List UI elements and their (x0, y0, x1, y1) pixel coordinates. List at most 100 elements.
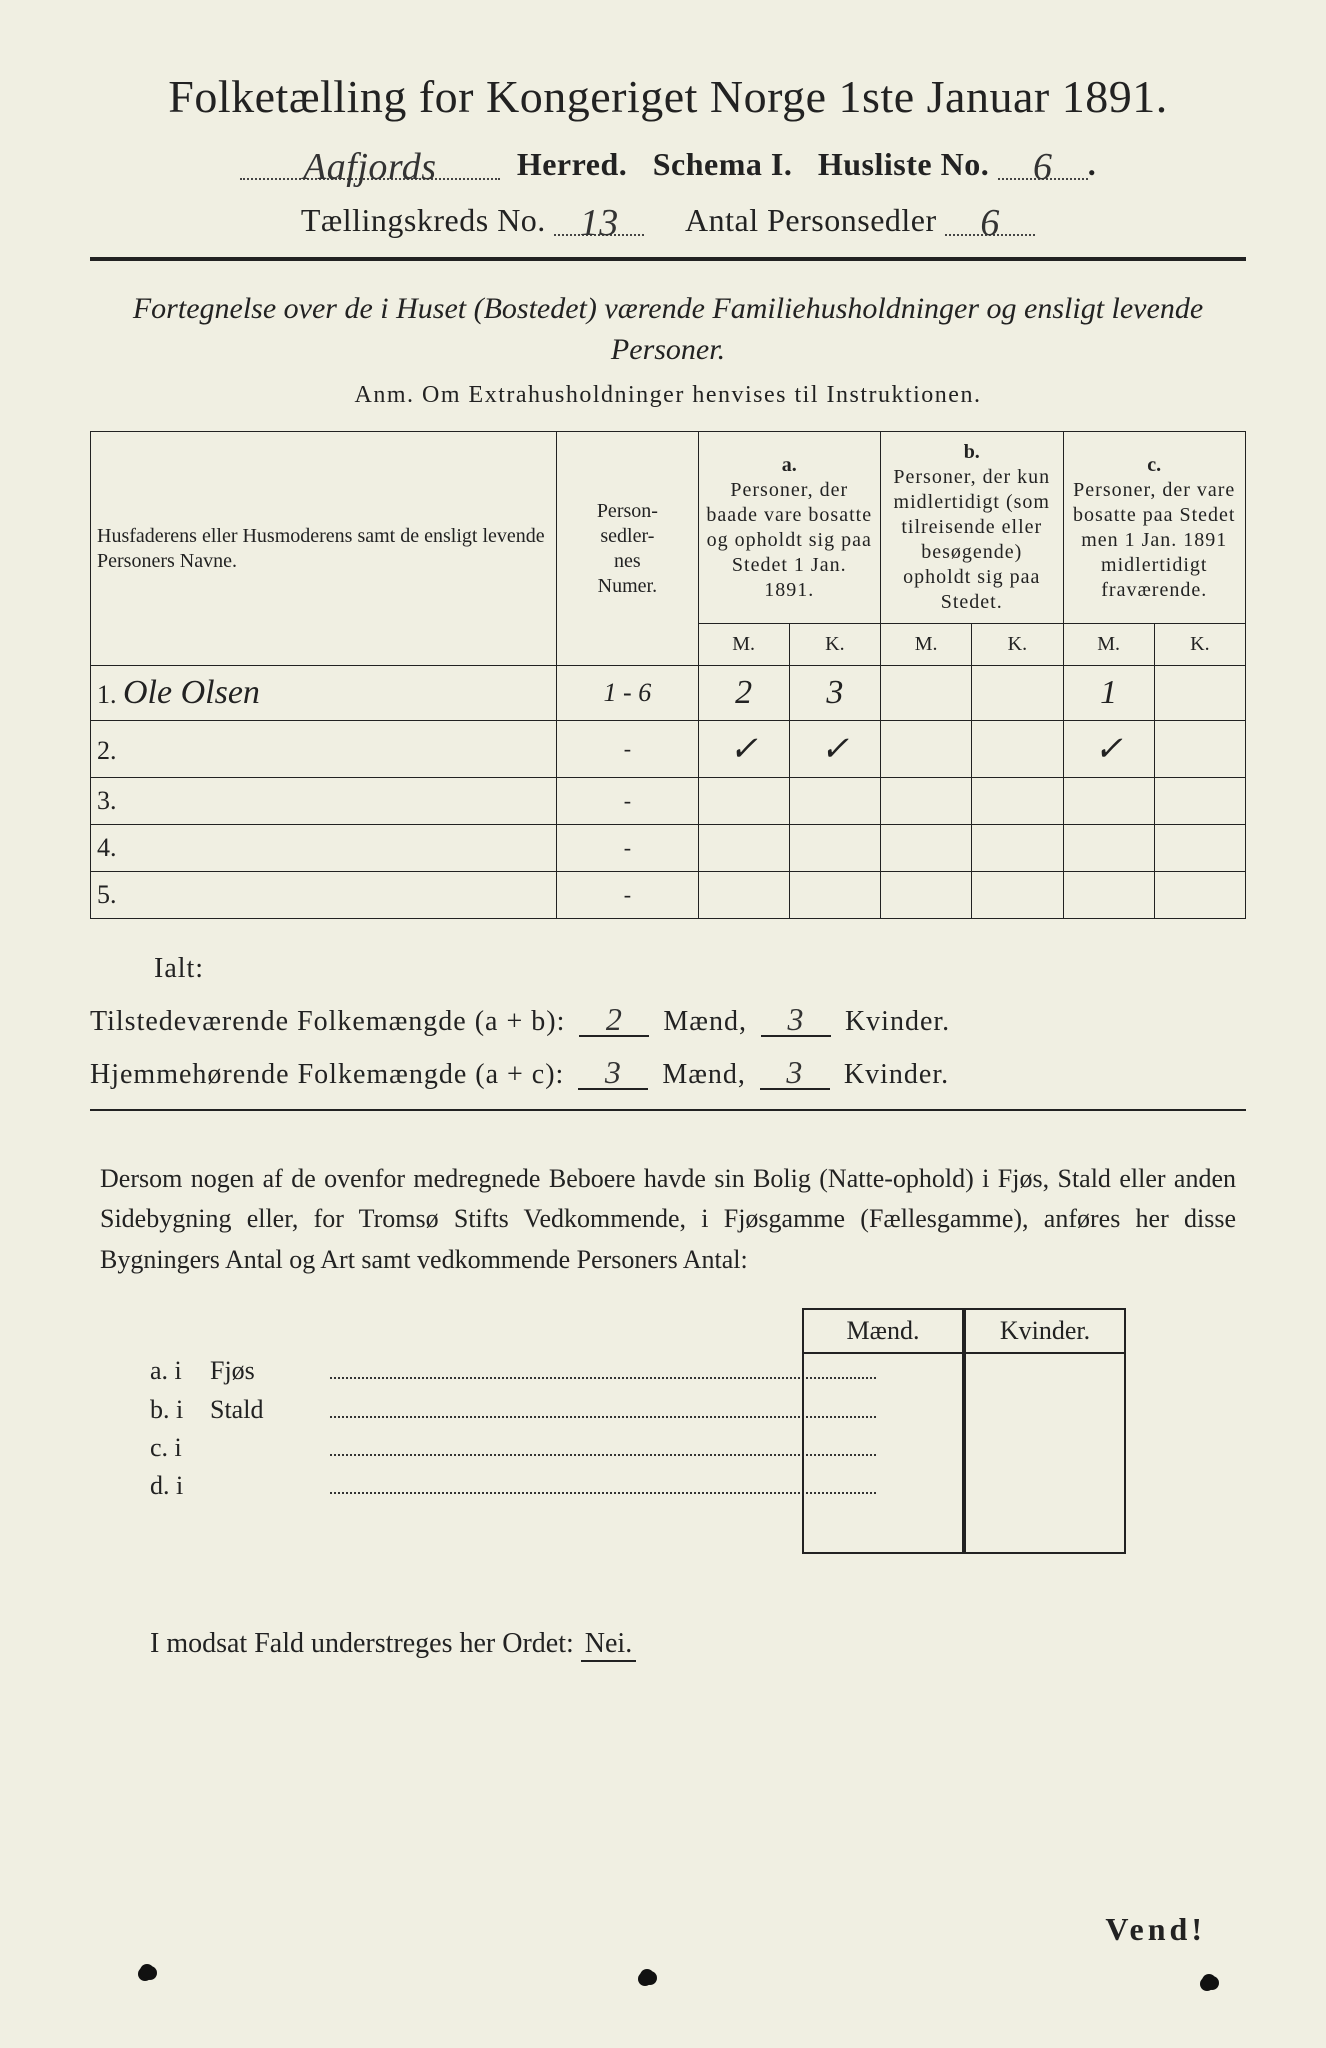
side-row: a. i Fjøs (150, 1354, 886, 1386)
mk-header-row: Mænd. Kvinder. (802, 1308, 1126, 1354)
divider-rule-2 (90, 1109, 1246, 1111)
row-num: - (557, 872, 698, 919)
table-row: 2. - ✓ ✓ ✓ (91, 721, 1246, 778)
husliste-field: 6 (998, 141, 1088, 180)
cell-aM: 2 (698, 666, 789, 721)
side-type: Fjøs (210, 1356, 330, 1386)
inkblot-icon (140, 1964, 154, 1978)
dots (330, 1354, 876, 1379)
mk-maend-header: Mænd. (802, 1308, 964, 1354)
ab-k-field: 3 (761, 1001, 831, 1037)
cell-aM (698, 872, 789, 919)
schema-label: Schema I. (653, 146, 793, 182)
col-cM: M. (1063, 624, 1154, 666)
page-title: Folketælling for Kongeriget Norge 1ste J… (90, 70, 1246, 123)
antal-label: Antal Personsedler (685, 202, 937, 238)
husliste-value: 6 (1033, 146, 1053, 188)
side-lab: c. i (150, 1433, 210, 1463)
husliste-label: Husliste No. (818, 146, 989, 182)
group-b-text: Personer, der kun midlertidigt (som tilr… (893, 466, 1050, 613)
col-cK: K. (1154, 624, 1245, 666)
herred-value: Aafjords (303, 146, 437, 188)
kreds-label: Tællingskreds No. (301, 202, 546, 238)
ac-k-field: 3 (760, 1054, 830, 1090)
row-name: Ole Olsen (123, 674, 260, 711)
group-c-header: c. Personer, der vare bosatte paa Stedet… (1063, 432, 1246, 624)
col-num-header: Person- sedler- nes Numer. (557, 432, 698, 666)
cell-aK (789, 825, 880, 872)
group-a-header: a. Personer, der baade vare bosatte og o… (698, 432, 881, 624)
anm-note: Anm. Om Extrahusholdninger henvises til … (90, 382, 1246, 409)
row-n: 4. (97, 833, 117, 862)
col-aM: M. (698, 624, 789, 666)
cell-aM (698, 778, 789, 825)
ac-label: Hjemmehørende Folkemængde (a + c): (90, 1059, 564, 1090)
cell-cM (1063, 825, 1154, 872)
table-row: 1. Ole Olsen 1 - 6 2 3 1 (91, 666, 1246, 721)
totals-line-ab: Tilstedeværende Folkemængde (a + b): 2 M… (90, 1001, 1246, 1038)
mk-kvinder-header: Kvinder. (964, 1308, 1126, 1354)
cell-bK (972, 721, 1063, 778)
side-type: Stald (210, 1395, 330, 1425)
mk-kvinder-cell (964, 1350, 1126, 1554)
ab-k-value: 3 (787, 1001, 804, 1037)
cell-bK (972, 825, 1063, 872)
cell-bM (881, 721, 972, 778)
col-bM: M. (881, 624, 972, 666)
divider-rule (90, 257, 1246, 261)
cell-bM (881, 872, 972, 919)
header-line-1: Aafjords Herred. Schema I. Husliste No. … (90, 141, 1246, 183)
side-lab: a. i (150, 1356, 210, 1386)
cell-cK (1154, 666, 1245, 721)
header-line-2: Tællingskreds No. 13 Antal Personsedler … (90, 197, 1246, 239)
side-lab: b. i (150, 1395, 210, 1425)
ac-m-value: 3 (605, 1054, 622, 1090)
ac-m-field: 3 (578, 1054, 648, 1090)
census-table: Husfaderens eller Husmoderens samt de en… (90, 431, 1246, 919)
subtitle: Fortegnelse over de i Huset (Bostedet) v… (130, 289, 1206, 370)
ab-m-field: 2 (579, 1001, 649, 1037)
cell-cK (1154, 778, 1245, 825)
side-row: b. i Stald (150, 1392, 886, 1424)
cell-cM (1063, 872, 1154, 919)
nei-prefix: I modsat Fald understreges her Ordet: (150, 1628, 574, 1659)
ialt-label: Ialt: (154, 953, 1246, 985)
table-row: 3. - (91, 778, 1246, 825)
side-row: d. i (150, 1469, 886, 1501)
dots (330, 1469, 876, 1494)
row-n: 2. (97, 736, 117, 765)
cell-cM: ✓ (1063, 721, 1154, 778)
table-row: 4. - (91, 825, 1246, 872)
antal-field: 6 (945, 197, 1035, 236)
nei-word: Nei. (581, 1628, 636, 1662)
row-num: 1 - 6 (557, 666, 698, 721)
cell-aK (789, 872, 880, 919)
census-form-page: Folketælling for Kongeriget Norge 1ste J… (0, 0, 1326, 2048)
cell-bM (881, 666, 972, 721)
cell-cM (1063, 778, 1154, 825)
ab-label: Tilstedeværende Folkemængde (a + b): (90, 1006, 565, 1037)
cell-bK (972, 666, 1063, 721)
col-num-text: Person- sedler- nes Numer. (597, 500, 658, 597)
cell-aK: ✓ (789, 721, 880, 778)
totals-line-ac: Hjemmehørende Folkemængde (a + c): 3 Mæn… (90, 1054, 1246, 1091)
dots (330, 1392, 876, 1417)
cell-cK (1154, 721, 1245, 778)
cell-bM (881, 825, 972, 872)
sidebygning-paragraph: Dersom nogen af de ovenfor medregnede Be… (100, 1159, 1236, 1280)
cell-bM (881, 778, 972, 825)
col-bK: K. (972, 624, 1063, 666)
inkblot-icon (640, 1969, 654, 1983)
mk-maend-cell (802, 1350, 964, 1554)
col-main-header: Husfaderens eller Husmoderens samt de en… (91, 432, 557, 666)
col-aK: K. (789, 624, 880, 666)
group-c-label: c. (1147, 454, 1161, 476)
cell-bK (972, 872, 1063, 919)
side-row: c. i (150, 1431, 886, 1463)
col-main-text: Husfaderens eller Husmoderens samt de en… (97, 525, 545, 572)
cell-bK (972, 778, 1063, 825)
cell-aM: ✓ (698, 721, 789, 778)
sidebygning-block: Mænd. Kvinder. a. i Fjøs b. i Stald c. i (90, 1308, 1246, 1568)
row-num: - (557, 778, 698, 825)
cell-cK (1154, 825, 1245, 872)
